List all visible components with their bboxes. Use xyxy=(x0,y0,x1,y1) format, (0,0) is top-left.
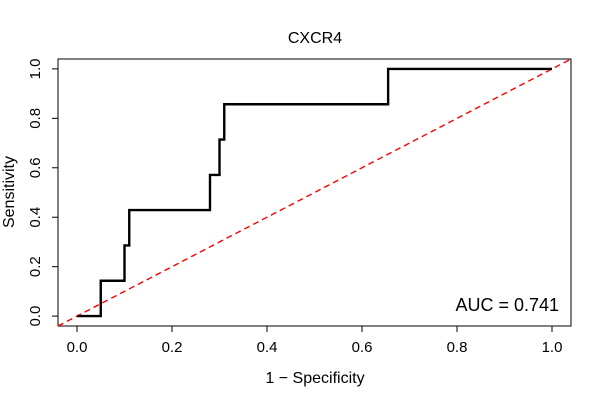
y-tick-label: 0.2 xyxy=(27,256,44,277)
chart-title: CXCR4 xyxy=(288,30,342,47)
y-axis-label: Sensitivity xyxy=(1,156,18,228)
diagonal-reference-line xyxy=(57,58,572,327)
y-tick-label: 0.0 xyxy=(27,306,44,327)
y-tick-label: 0.4 xyxy=(27,207,44,228)
x-axis-label: 1 − Specificity xyxy=(265,370,364,387)
roc-curve-line xyxy=(77,67,552,318)
y-tick-label: 1.0 xyxy=(27,58,44,79)
x-tick-label: 0.6 xyxy=(352,339,373,356)
auc-annotation: AUC = 0.741 xyxy=(455,295,559,315)
x-tick-label: 0.0 xyxy=(67,339,88,356)
y-tick-label: 0.8 xyxy=(27,108,44,129)
x-axis: 0.0 0.2 0.4 0.6 0.8 1.0 xyxy=(67,325,563,356)
x-tick-label: 0.2 xyxy=(162,339,183,356)
x-tick-label: 0.4 xyxy=(257,339,278,356)
diagonal-reference-layer xyxy=(57,58,572,327)
x-tick-label: 1.0 xyxy=(542,339,563,356)
roc-curve-layer xyxy=(77,67,552,318)
x-tick-label: 0.8 xyxy=(447,339,468,356)
y-tick-label: 0.6 xyxy=(27,157,44,178)
y-axis: 0.0 0.2 0.4 0.6 0.8 1.0 xyxy=(27,58,59,327)
